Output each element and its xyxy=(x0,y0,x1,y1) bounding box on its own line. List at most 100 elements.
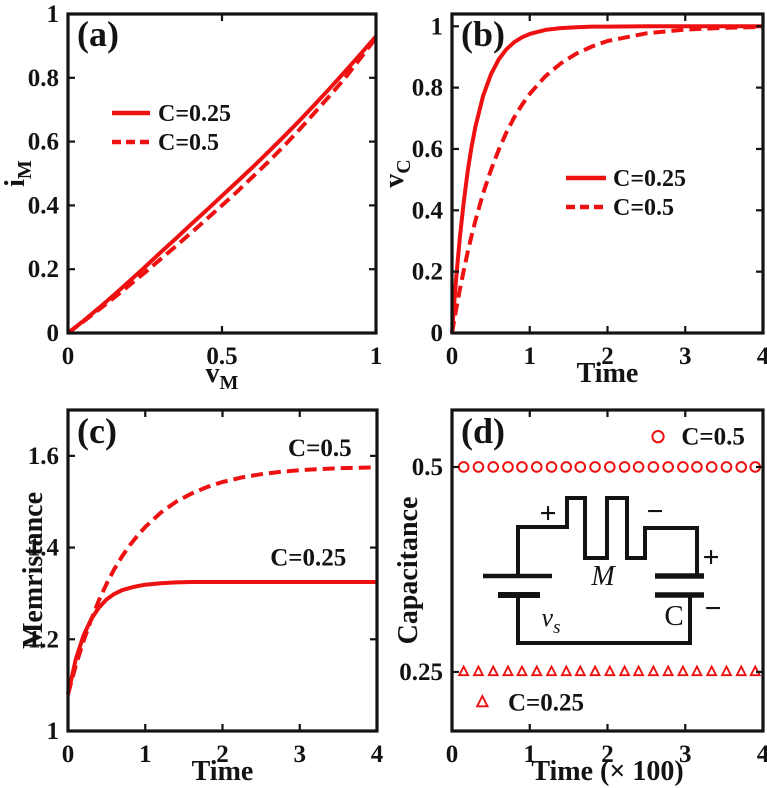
series-C=0.25-marker xyxy=(516,664,528,677)
x-tick-label: 0 xyxy=(446,343,459,370)
series-C=0.25-marker xyxy=(589,664,602,677)
x-tick-label: 0 xyxy=(62,343,75,370)
series-C=0.25-marker xyxy=(603,664,616,677)
series-C=0.5-marker xyxy=(677,461,689,473)
memristor-symbol xyxy=(516,496,699,576)
y-axis-label: Capacitance xyxy=(393,497,424,645)
series-C=0.25-marker xyxy=(735,664,748,677)
panel-d: 0 1 2 3 4 0.25 0.5 Time (× 100) Capacitance (d) C=… xyxy=(393,408,767,787)
y-tick-label: 0.6 xyxy=(412,136,443,163)
circuit-inset: + − Mvs C + − xyxy=(483,495,722,645)
y-tick-label: 0.4 xyxy=(28,192,60,219)
y-tick-label: 0 xyxy=(431,320,444,347)
series-C=0.25-marker xyxy=(632,664,645,677)
panel-letter: (a) xyxy=(77,14,119,54)
x-tick-label: 0 xyxy=(62,741,75,768)
x-tick-label: 1 xyxy=(524,343,537,370)
y-tick-label: 1.2 xyxy=(28,626,59,653)
annotation: C=0.25 xyxy=(508,689,584,716)
series-C=0.5-marker xyxy=(691,461,703,473)
series-C=0.25-marker xyxy=(676,664,689,677)
series-C=0.5-marker xyxy=(632,461,645,473)
y-tick-label: 0.25 xyxy=(399,659,443,686)
series-C=0.25-marker xyxy=(705,664,718,677)
legend-label: C=0.25 xyxy=(158,101,231,127)
series-C=0.5-marker xyxy=(618,461,631,473)
series-C=0.5-line xyxy=(66,36,378,335)
x-tick-label: 3 xyxy=(294,741,307,768)
y-tick-label: 1 xyxy=(431,13,444,40)
series-C=0.5-line xyxy=(66,465,378,695)
capacitor-label: C xyxy=(664,600,683,632)
capacitor-minus-sign: − xyxy=(704,592,721,625)
x-axis-label: Time xyxy=(577,358,639,389)
memristor-plus-sign: + xyxy=(539,497,556,530)
x-axis-label: Time xyxy=(192,756,254,787)
source-label: vs xyxy=(542,603,561,638)
series-C=0.25-marker xyxy=(574,664,587,677)
x-tick-label: 0 xyxy=(446,741,459,768)
memristor-label: M xyxy=(590,561,616,592)
series-C=0.25-marker xyxy=(618,664,631,677)
y-tick-label: 0.6 xyxy=(28,129,59,156)
series-C=0.5-marker xyxy=(560,461,573,473)
series-C=0.5-marker xyxy=(735,461,748,473)
series-C=0.5-marker xyxy=(720,461,733,473)
legend-label: C=0.5 xyxy=(158,130,219,156)
series-C=0.5-marker xyxy=(647,461,660,473)
series-C=0.25-line xyxy=(450,24,763,334)
y-tick-label: 0 xyxy=(47,320,60,347)
x-tick-label: 4 xyxy=(371,741,383,768)
series-C=0.25-marker xyxy=(472,664,485,677)
series-C=0.25-marker xyxy=(690,664,703,677)
x-axis-label: Time (× 100) xyxy=(531,756,683,787)
legend-label: C=0.5 xyxy=(613,195,674,221)
x-tick-label: 0.5 xyxy=(206,343,237,370)
panel-letter: (d) xyxy=(461,411,505,451)
series-C=0.5-marker xyxy=(457,461,470,473)
series-C=0.25-marker xyxy=(487,664,500,677)
capacitor-plus-sign: + xyxy=(702,541,719,574)
x-tick-label: 3 xyxy=(679,343,692,370)
annotation: C=0.5 xyxy=(681,424,745,451)
series-C=0.25-line xyxy=(66,34,378,335)
panel-b: 0 1 2 3 4 0 0.2 0.4 0.6 0.8 1 Time vC (b) C=0.25 C=0.5 xyxy=(383,12,767,389)
y-tick-label: 0.8 xyxy=(412,75,443,102)
series-C=0.25-marker xyxy=(662,664,675,677)
panel-a: 0 0.5 1 0 0.2 0.4 0.6 0.8 1 vM iM (a) C=0.25 C=0.5 xyxy=(0,1,383,394)
x-tick-label: 1 xyxy=(139,741,152,768)
x-tick-label: 3 xyxy=(679,741,692,768)
axes-box xyxy=(66,12,378,335)
annotation: C=0.25 xyxy=(270,545,346,572)
x-tick-label: 1 xyxy=(370,343,383,370)
memristor-minus-sign: − xyxy=(646,495,663,528)
panel-letter: (b) xyxy=(461,14,505,54)
series-C=0.5-marker xyxy=(574,461,587,473)
annotation: C=0.5 xyxy=(288,435,352,462)
y-tick-label: 1.6 xyxy=(28,443,59,470)
series-C=0.5-marker xyxy=(545,461,558,473)
series-C=0.5-marker xyxy=(705,461,718,473)
y-axis-label: Memristance xyxy=(18,492,49,649)
legend-label: C=0.25 xyxy=(613,166,686,192)
y-tick-label: 0.2 xyxy=(412,259,443,286)
series-C=0.25-marker xyxy=(502,664,514,677)
y-tick-label: 0.2 xyxy=(28,256,59,283)
series-C=0.5-marker xyxy=(662,461,674,473)
series-C=0.25-marker xyxy=(457,664,470,677)
bottom-wire xyxy=(516,595,692,645)
y-axis-label: vC xyxy=(383,159,415,187)
y-tick-label: 1.4 xyxy=(28,535,60,562)
y-axis-label: iM xyxy=(0,160,36,187)
x-tick-label: 4 xyxy=(757,741,767,768)
panel-letter: (c) xyxy=(77,411,117,451)
annotation-circle-marker xyxy=(651,430,665,444)
series-C=0.25-marker xyxy=(545,664,558,677)
series-C=0.5-marker xyxy=(589,461,601,473)
y-tick-label: 0.8 xyxy=(28,65,59,92)
series-C=0.5-marker xyxy=(530,461,543,473)
series-C=0.5-marker xyxy=(487,461,500,473)
x-tick-label: 1 xyxy=(524,741,537,768)
y-tick-label: 1 xyxy=(47,1,60,28)
